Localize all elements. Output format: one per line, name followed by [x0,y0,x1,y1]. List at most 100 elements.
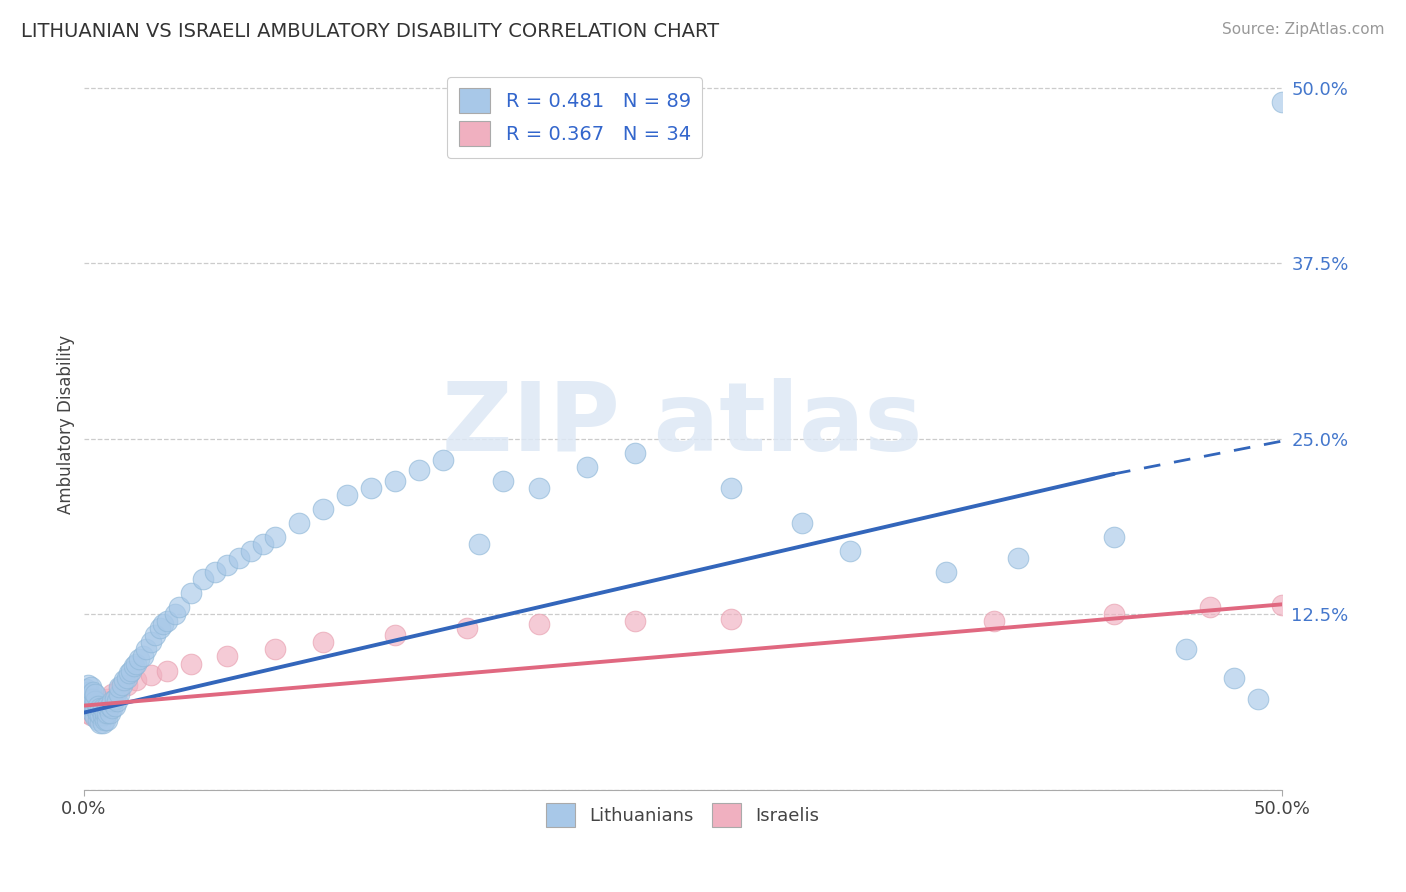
Point [217,558,239,573]
Point [89,694,111,708]
Point [145,628,167,642]
Point [139,667,162,681]
Point [125,657,148,671]
Point [77,698,100,713]
Text: ZIP atlas: ZIP atlas [443,378,922,471]
Point [98,706,121,720]
Point [1198,600,1220,615]
Point [101,687,124,701]
Point [264,642,287,657]
Point [108,681,131,695]
Point [80,681,103,695]
Point [80,708,103,723]
Point [84,701,107,715]
Point [240,544,263,558]
Point [104,691,127,706]
Point [180,586,202,600]
Point [360,481,382,495]
Point [128,652,150,666]
Point [115,671,138,685]
Point [89,715,111,730]
Point [252,537,274,551]
Point [84,708,107,723]
Point [1271,598,1294,612]
Point [77,677,100,691]
Point [120,664,142,678]
Point [623,446,645,460]
Text: LITHUANIAN VS ISRAELI AMBULATORY DISABILITY CORRELATION CHART: LITHUANIAN VS ISRAELI AMBULATORY DISABIL… [21,22,720,41]
Point [408,463,430,477]
Legend: Lithuanians, Israelis: Lithuanians, Israelis [537,795,828,836]
Point [94,694,117,708]
Point [89,701,111,715]
Point [432,453,454,467]
Point [84,701,107,715]
Point [91,698,114,713]
Point [792,516,814,530]
Point [839,544,862,558]
Point [75,701,97,715]
Y-axis label: Ambulatory Disability: Ambulatory Disability [58,335,75,515]
Point [96,706,118,720]
Point [156,664,179,678]
Point [91,701,114,715]
Point [82,698,104,713]
Point [87,706,110,720]
Point [492,474,515,488]
Point [1007,551,1029,566]
Point [135,642,157,657]
Point [77,706,100,720]
Point [193,572,215,586]
Point [288,516,311,530]
Point [468,537,491,551]
Point [312,502,335,516]
Point [983,615,1005,629]
Point [87,713,110,727]
Point [527,481,550,495]
Point [336,488,359,502]
Point [91,708,114,723]
Point [152,617,174,632]
Point [312,635,335,649]
Point [104,698,127,713]
Point [384,474,406,488]
Point [94,706,117,720]
Point [77,684,100,698]
Text: Source: ZipAtlas.com: Source: ZipAtlas.com [1222,22,1385,37]
Point [139,635,162,649]
Point [87,698,110,713]
Point [77,698,100,713]
Point [456,621,478,635]
Point [169,600,191,615]
Point [82,698,104,713]
Point [82,706,104,720]
Point [82,684,104,698]
Point [163,607,186,622]
Point [84,687,107,701]
Point [98,698,121,713]
Point [80,701,103,715]
Point [111,677,134,691]
Point [115,677,138,691]
Point [84,710,107,724]
Point [1223,671,1246,685]
Point [125,673,148,688]
Point [1247,691,1270,706]
Point [112,673,135,688]
Point [149,621,172,635]
Point [96,691,118,706]
Point [264,530,287,544]
Point [575,459,598,474]
Point [101,701,124,715]
Point [84,694,107,708]
Point [108,681,131,696]
Point [105,694,128,708]
Point [935,566,957,580]
Point [180,657,202,671]
Point [87,698,110,713]
Point [132,649,155,664]
Point [96,713,118,727]
Point [80,694,103,708]
Point [82,691,104,706]
Point [623,615,645,629]
